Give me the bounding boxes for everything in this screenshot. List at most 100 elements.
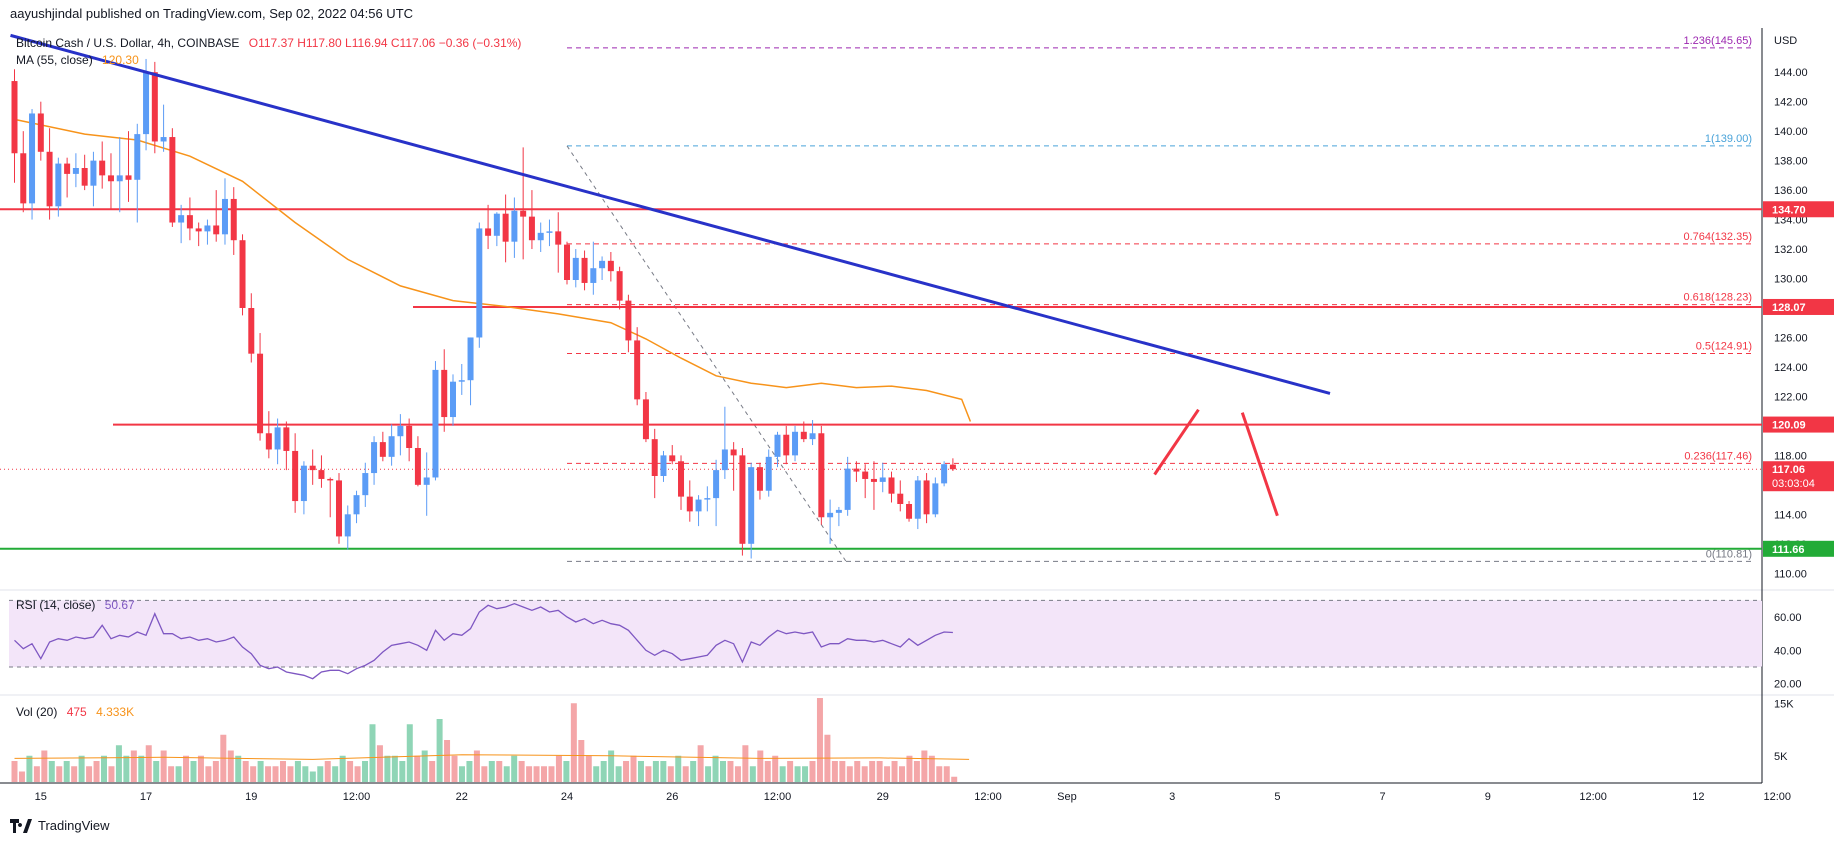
volume-bar	[369, 724, 376, 782]
rsi-band	[9, 600, 1762, 667]
price-tick-label: 130.00	[1774, 274, 1808, 286]
time-tick-label: 19	[245, 791, 257, 803]
volume-bar	[951, 776, 958, 782]
price-label-box	[1763, 201, 1834, 218]
volume-bar	[78, 755, 85, 782]
volume-bar	[712, 755, 719, 782]
volume-bar	[869, 761, 876, 782]
candle-body	[300, 465, 307, 502]
volume-bar	[526, 766, 533, 782]
candle-body	[195, 228, 202, 232]
price-tick-label: 110.00	[1774, 568, 1807, 580]
price-label-box	[1763, 416, 1834, 433]
candle-body	[713, 470, 720, 499]
volume-bar	[637, 761, 644, 782]
volume-bar	[727, 761, 734, 782]
candle-body	[800, 431, 807, 440]
volume-bar	[943, 766, 950, 782]
candle-body	[949, 464, 956, 470]
volume-value: 475	[66, 705, 87, 719]
candle-body	[616, 271, 623, 301]
candle-body	[546, 231, 553, 233]
candle-body	[46, 151, 53, 207]
volume-bar	[473, 750, 480, 782]
candle-body	[537, 232, 544, 241]
ohlc-values: O117.37 H117.80 L116.94 C117.06 −0.36 (−…	[248, 36, 522, 50]
volume-ma-line	[14, 754, 970, 760]
time-tick-label: 12:00	[1764, 791, 1792, 803]
scenario-arrow-down	[1240, 412, 1279, 517]
candle-body	[64, 163, 71, 174]
candle-body	[327, 478, 334, 481]
candle-body	[879, 477, 886, 482]
candle-body	[862, 471, 869, 479]
candle-body	[827, 512, 834, 518]
candle-body	[914, 480, 921, 519]
volume-bar	[802, 766, 809, 782]
volume-bar	[570, 703, 577, 782]
candle-body	[362, 473, 369, 496]
volume-bar	[153, 761, 160, 782]
fib-level-label: 0(110.81)	[1706, 548, 1752, 560]
volume-bar	[928, 755, 935, 782]
candle-body	[283, 427, 290, 451]
price-label-box	[1763, 298, 1834, 315]
currency-label: USD	[1774, 35, 1797, 47]
candle-body	[607, 260, 614, 272]
volume-bar	[764, 761, 771, 782]
candle-body	[379, 442, 386, 457]
bearish-trendline	[10, 33, 1331, 395]
volume-bar	[302, 766, 309, 782]
candle-body	[923, 480, 930, 515]
volume-bar	[175, 766, 182, 782]
candle-body	[590, 268, 597, 283]
volume-bar	[115, 745, 122, 782]
candle-body	[844, 468, 851, 510]
volume-bar	[56, 766, 63, 782]
time-tick-label: 7	[1380, 791, 1386, 803]
candle-body	[906, 504, 913, 519]
price-tick-label: 132.00	[1774, 244, 1808, 256]
volume-bar	[138, 755, 145, 782]
candle-body	[660, 455, 667, 476]
price-tick-label: 136.00	[1774, 185, 1808, 197]
candle-body	[318, 470, 325, 479]
candle-body	[204, 225, 211, 232]
time-tick-label: 5	[1274, 791, 1280, 803]
candle-body	[309, 465, 316, 471]
candle-body	[292, 450, 299, 502]
volume-bar	[406, 724, 413, 782]
volume-legend: Vol (20) 475 4.333K	[16, 705, 134, 719]
volume-bar	[518, 761, 525, 782]
volume-bar	[720, 761, 727, 782]
candle-body	[502, 213, 509, 242]
volume-bar	[831, 761, 838, 782]
volume-bar	[906, 755, 913, 782]
fib-level-label: 0.618(128.23)	[1684, 292, 1753, 304]
rsi-label: RSI (14, close)	[16, 598, 96, 612]
volume-bar	[600, 761, 607, 782]
volume-bar	[466, 761, 473, 782]
rsi-tick-label: 20.00	[1774, 679, 1802, 691]
candle-body	[467, 337, 474, 381]
candle-body	[572, 257, 579, 280]
time-tick-label: 15	[35, 791, 47, 803]
candle-body	[870, 478, 877, 482]
candle-body	[134, 134, 141, 180]
rsi-legend: RSI (14, close) 50.67	[16, 598, 135, 612]
candle-body	[169, 137, 176, 223]
candle-body	[239, 240, 246, 308]
candle-body	[414, 448, 421, 485]
volume-bar	[332, 766, 339, 782]
volume-bar	[734, 766, 741, 782]
footer-brand[interactable]: TradingView	[10, 818, 110, 833]
volume-bar	[772, 755, 779, 782]
ma55-line	[14, 118, 972, 422]
volume-tick-label: 15K	[1774, 698, 1794, 710]
volume-bar	[578, 740, 585, 782]
volume-bar	[235, 755, 242, 782]
volume-bar	[421, 750, 428, 782]
candle-body	[581, 257, 588, 283]
volume-bar	[779, 766, 786, 782]
